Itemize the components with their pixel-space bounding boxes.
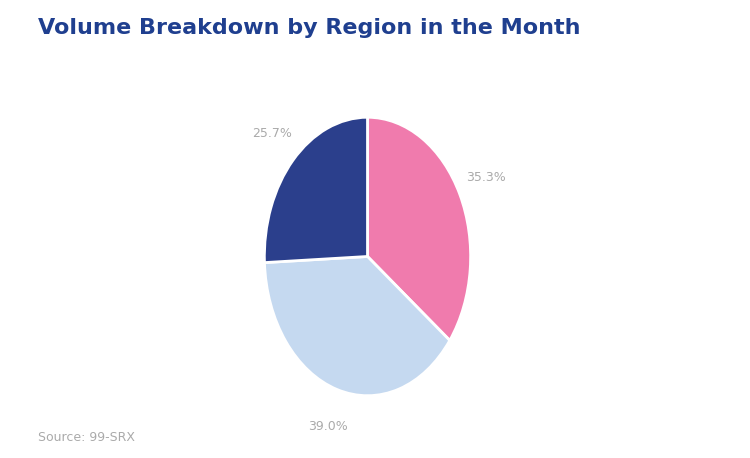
Text: Volume Breakdown by Region in the Month: Volume Breakdown by Region in the Month bbox=[38, 18, 580, 38]
Text: 39.0%: 39.0% bbox=[308, 420, 348, 433]
Text: Source: 99-SRX: Source: 99-SRX bbox=[38, 431, 134, 444]
Text: 25.7%: 25.7% bbox=[252, 127, 292, 140]
Wedge shape bbox=[265, 256, 450, 396]
Legend: CCR, RCR, OCR: CCR, RCR, OCR bbox=[274, 0, 460, 3]
Wedge shape bbox=[368, 117, 471, 340]
Wedge shape bbox=[264, 117, 368, 262]
Text: 35.3%: 35.3% bbox=[466, 170, 506, 184]
